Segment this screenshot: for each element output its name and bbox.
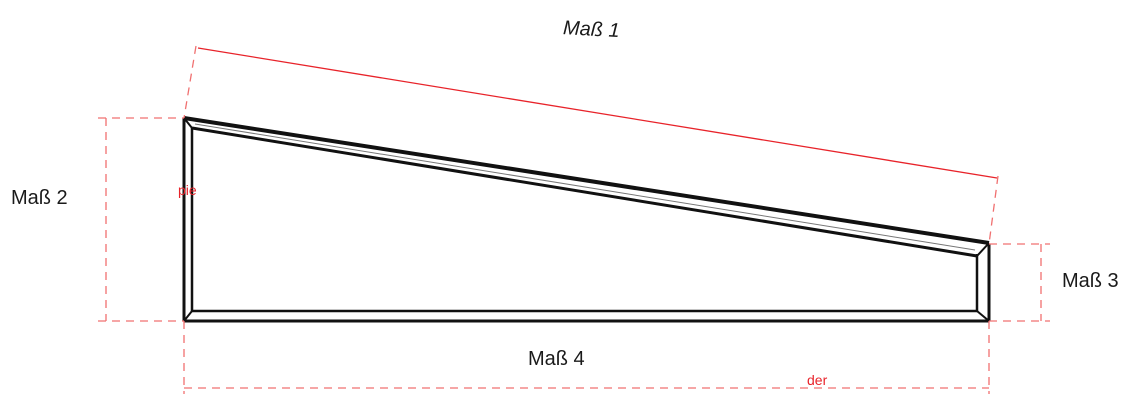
note-left: pie [178, 182, 197, 198]
frame-corner-bottom-left [183, 310, 193, 322]
dimension-1: Maß 1 [183, 17, 999, 245]
frame-corner-top-right [976, 242, 990, 257]
dimension-2 [98, 117, 184, 322]
frame-top-rail-outer [183, 116, 990, 245]
frame-corner-bottom-right [976, 310, 990, 322]
frame-top-rail-inner [191, 126, 978, 258]
dimension-1-extension-right [988, 175, 999, 245]
dimension-4 [183, 321, 990, 394]
dimension-4-label: Maß 4 [528, 348, 585, 370]
frame-corner-top-left [183, 117, 193, 129]
dimension-3 [989, 243, 1050, 322]
dimension-1-line [197, 47, 998, 179]
frame-top-rail-highlight [194, 123, 976, 251]
dimension-2-label: Maß 2 [11, 187, 68, 209]
frame-shape [182, 116, 991, 323]
note-bottom: der [807, 372, 828, 388]
dimension-1-extension-left [183, 45, 197, 119]
dimension-1-label: Maß 1 [562, 17, 620, 42]
dimension-3-label: Maß 3 [1062, 270, 1119, 292]
